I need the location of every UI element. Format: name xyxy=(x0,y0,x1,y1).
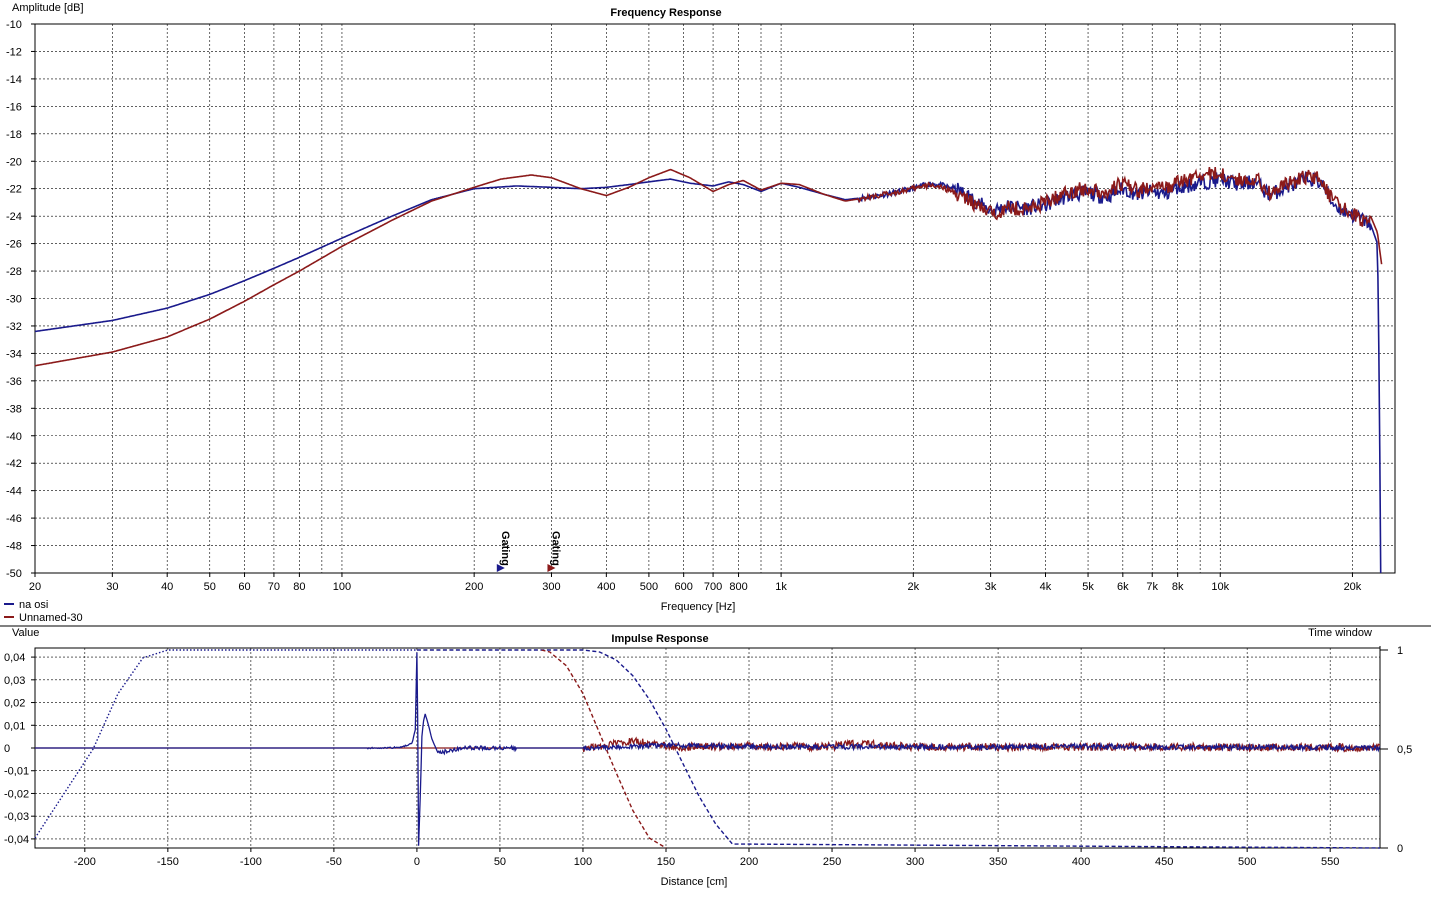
ir-x-tick-label: 200 xyxy=(740,856,758,868)
fr-y-tick-label: -44 xyxy=(6,486,22,498)
fr-x-tick-label: 10k xyxy=(1211,581,1229,593)
ir-x-tick-label: 250 xyxy=(823,856,841,868)
ir-y-tick-label: -0,01 xyxy=(4,766,29,778)
fr-series-line-unnamed-30 xyxy=(34,167,1383,367)
fr-x-tick-label: 80 xyxy=(293,581,305,593)
fr-y-tick-label: -46 xyxy=(6,513,22,525)
fr-x-tick-label: 8k xyxy=(1172,581,1184,593)
ir-y-tick-label: -0,03 xyxy=(4,811,29,823)
fr-x-tick-label: 400 xyxy=(597,581,615,593)
ir-x-tick-label: -150 xyxy=(157,856,179,868)
fr-gating-marker-na-osi xyxy=(496,564,505,572)
ir-y2-tick-label: 0,5 xyxy=(1397,744,1412,756)
fr-x-tick-label: 100 xyxy=(333,581,351,593)
fr-x-tick-label: 7k xyxy=(1146,581,1158,593)
ir-y-tick-label: -0,04 xyxy=(4,834,29,846)
fr-y-tick-label: -16 xyxy=(6,101,22,113)
fr-gating-marker-unnamed-30 xyxy=(547,564,556,572)
fr-y-tick-label: -30 xyxy=(6,294,22,306)
fr-x-tick-label: 600 xyxy=(674,581,692,593)
ir-y-tick-label: -0,02 xyxy=(4,788,29,800)
fr-y-tick-label: -36 xyxy=(6,376,22,388)
ir-x-tick-label: -50 xyxy=(326,856,342,868)
fr-x-tick-label: 4k xyxy=(1040,581,1052,593)
frequency-axis-label: Frequency [Hz] xyxy=(661,601,736,613)
ir-y-tick-label: 0,01 xyxy=(4,720,25,732)
fr-y-tick-label: -18 xyxy=(6,129,22,141)
fr-gating-label-unnamed-30: Gating xyxy=(549,531,561,566)
fr-series-line-na-osi xyxy=(34,171,1382,574)
ir-window-dashed-na-osi xyxy=(416,649,1381,849)
fr-y-tick-label: -34 xyxy=(6,348,22,360)
fr-x-tick-label: 3k xyxy=(985,581,997,593)
fr-y-tick-label: -48 xyxy=(6,541,22,553)
fr-y-tick-label: -12 xyxy=(6,46,22,58)
fr-x-tick-label: 50 xyxy=(204,581,216,593)
ir-y-tick-label: 0,03 xyxy=(4,675,25,687)
fr-y-tick-label: -32 xyxy=(6,321,22,333)
fr-x-tick-label: 60 xyxy=(238,581,250,593)
ir-series-line-na-osi xyxy=(35,652,1381,846)
impulse-response-plot: 0,04 0,03 0,02 0,01 0 -0,01 -0,02 -0,03 -0,04 1 0,… xyxy=(4,645,1412,868)
frequency-response-title: Frequency Response xyxy=(610,7,721,19)
ir-window-dashed-unnamed-30 xyxy=(541,649,667,849)
ir-x-tick-label: -100 xyxy=(240,856,262,868)
ir-x-tick-label: 350 xyxy=(989,856,1007,868)
fr-y-tick-label: -14 xyxy=(6,74,22,86)
ir-window-dotted-na-osi xyxy=(34,649,417,839)
fr-y-tick-label: -42 xyxy=(6,458,22,470)
ir-x-tick-label: 0 xyxy=(414,856,420,868)
fr-x-tick-label: 30 xyxy=(106,581,118,593)
fr-x-tick-label: 200 xyxy=(465,581,483,593)
fr-y-tick-label: -40 xyxy=(6,431,22,443)
ir-y-tick-label: 0,04 xyxy=(4,652,25,664)
ir-x-tick-label: 550 xyxy=(1321,856,1339,868)
fr-x-tick-label: 40 xyxy=(161,581,173,593)
fr-y-tick-label: -22 xyxy=(6,184,22,196)
fr-y-tick-label: -28 xyxy=(6,266,22,278)
ir-y2-tick-label: 0 xyxy=(1397,843,1403,855)
fr-x-tick-label: 300 xyxy=(542,581,560,593)
fr-x-tick-label: 700 xyxy=(704,581,722,593)
value-axis-label: Value xyxy=(12,627,39,639)
ir-x-tick-label: 50 xyxy=(494,856,506,868)
ir-x-tick-label: 100 xyxy=(574,856,592,868)
fr-y-tick-label: -26 xyxy=(6,239,22,251)
impulse-response-title: Impulse Response xyxy=(611,633,708,645)
time-window-axis-label: Time window xyxy=(1308,627,1372,639)
ir-x-tick-label: -200 xyxy=(74,856,96,868)
fr-y-tick-label: -10 xyxy=(6,19,22,31)
ir-y2-tick-label: 1 xyxy=(1397,645,1403,657)
fr-y-tick-label: -38 xyxy=(6,403,22,415)
legend-label-na-osi: na osi xyxy=(19,599,48,611)
ir-x-tick-label: 400 xyxy=(1072,856,1090,868)
fr-gating-label-na-osi: Gating xyxy=(499,531,511,566)
fr-y-tick-label: -50 xyxy=(6,568,22,580)
fr-x-tick-label: 70 xyxy=(268,581,280,593)
fr-x-tick-label: 1k xyxy=(775,581,787,593)
fr-x-tick-label: 6k xyxy=(1117,581,1129,593)
fr-x-tick-label: 2k xyxy=(907,581,919,593)
fr-x-tick-label: 800 xyxy=(729,581,747,593)
amplitude-axis-label: Amplitude [dB] xyxy=(12,2,84,14)
ir-x-tick-label: 500 xyxy=(1238,856,1256,868)
ir-series-line-unnamed-30 xyxy=(35,736,1381,753)
ir-y-tick-label: 0,02 xyxy=(4,698,25,710)
fr-y-tick-label: -20 xyxy=(6,156,22,168)
fr-x-tick-label: 20k xyxy=(1344,581,1362,593)
ir-x-tick-label: 450 xyxy=(1155,856,1173,868)
distance-axis-label: Distance [cm] xyxy=(661,876,728,888)
fr-x-tick-label: 20 xyxy=(29,581,41,593)
fr-x-tick-label: 500 xyxy=(640,581,658,593)
fr-y-tick-label: -24 xyxy=(6,211,22,223)
fr-x-tick-label: 5k xyxy=(1082,581,1094,593)
ir-x-tick-label: 300 xyxy=(906,856,924,868)
ir-x-tick-label: 150 xyxy=(657,856,675,868)
legend-label-unnamed-30: Unnamed-30 xyxy=(19,612,83,624)
frequency-response-plot: -10 -12 -14 -16 -18 -20 -22 -24 -26 -28 -30 -32 -34 -… xyxy=(6,19,1396,593)
ir-y-tick-label: 0 xyxy=(4,743,10,755)
